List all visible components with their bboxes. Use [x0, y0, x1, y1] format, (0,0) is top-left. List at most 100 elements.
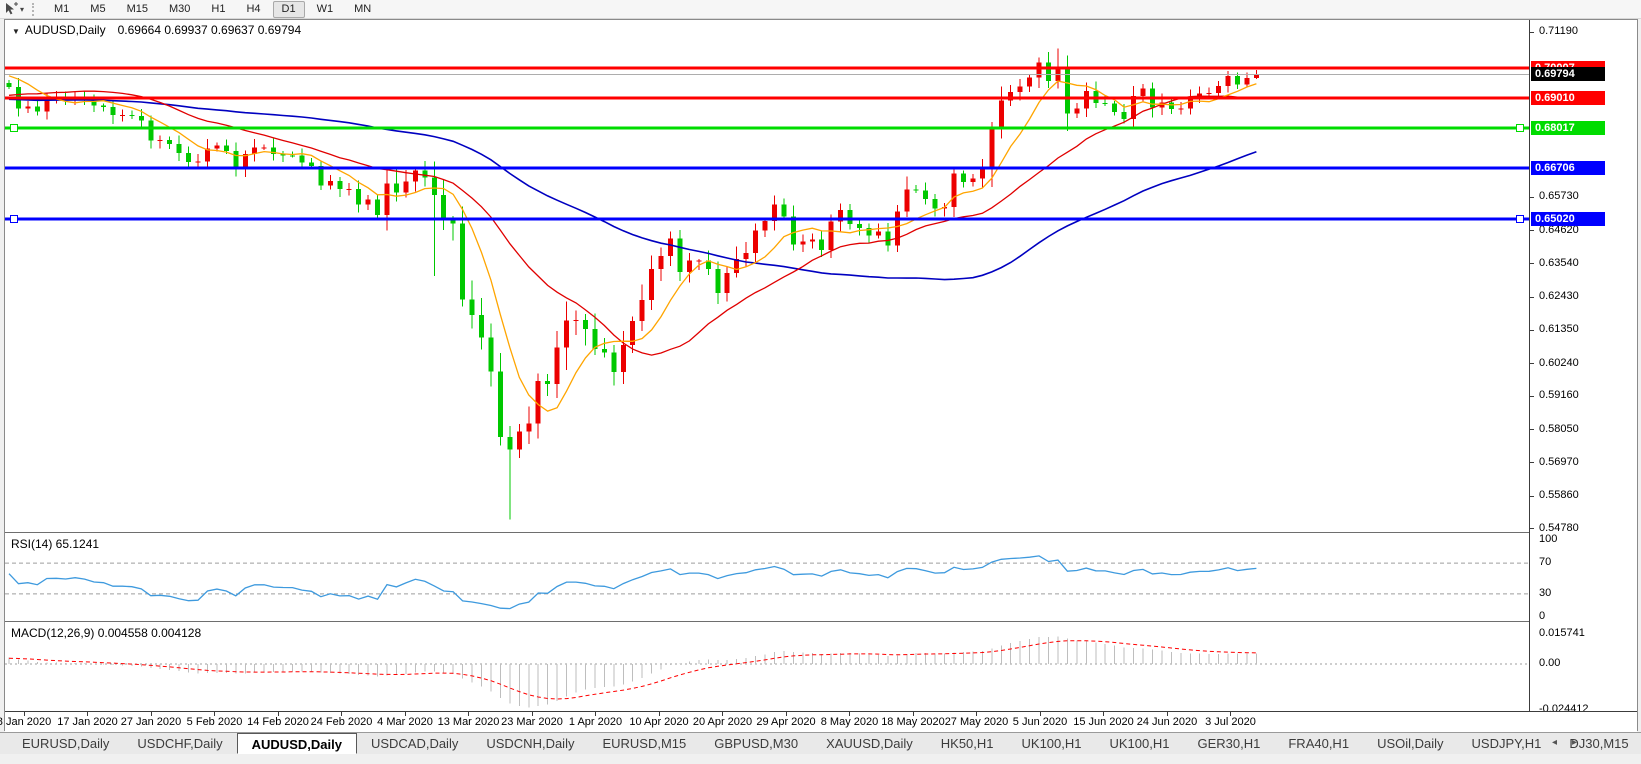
time-tick-label: 24 Jun 2020 [1136, 716, 1198, 728]
time-tick-mark [976, 712, 977, 716]
chart-tab-ger30[interactable]: GER30,H1 [1197, 736, 1261, 751]
chart-tab-usdcad[interactable]: USDCAD,Daily [370, 736, 459, 751]
price-tick-mark [1530, 330, 1534, 331]
time-tick-label: 1 Apr 2020 [568, 716, 623, 728]
price-axis[interactable]: 0.71190 0.65730 0.64620 0.63540 0.62430 0.613… [1530, 20, 1637, 715]
time-tick-label: 18 May 2020 [881, 716, 945, 728]
chart-tab-uk100[interactable]: UK100,H1 [1021, 736, 1082, 751]
price-tick-label: 0.58050 [1539, 422, 1579, 435]
chart-window: ▼ AUDUSD,Daily 0.69664 0.69937 0.69637 0.6… [0, 19, 1638, 732]
price-tick-label: 0.61350 [1539, 323, 1579, 335]
hline-handle [1516, 214, 1524, 223]
chart-tab-dj30[interactable]: DJ30,M15 [1569, 736, 1629, 751]
price-tick-mark [1530, 263, 1534, 264]
time-tick-mark [278, 712, 279, 716]
panel-separator[interactable] [5, 621, 1637, 622]
time-tick-mark [87, 712, 88, 716]
time-tick-label: 17 Jan 2020 [57, 716, 118, 728]
time-axis[interactable]: 8 Jan 2020 17 Jan 2020 27 Jan 2020 5 Feb 20… [0, 711, 1637, 732]
hline-price-label: 0.69010 [1531, 91, 1605, 106]
time-tick-label: 27 May 2020 [944, 716, 1009, 728]
chart-tab-eurusd[interactable]: EURUSD,Daily [22, 736, 110, 751]
time-tick-mark [722, 712, 723, 716]
time-tick-label: 5 Feb 2020 [186, 716, 243, 728]
time-tick-label: 23 Mar 2020 [501, 716, 563, 728]
time-tick-mark [913, 712, 914, 716]
hline-price-label: 0.66706 [1531, 160, 1605, 175]
price-axis-border [1529, 20, 1530, 711]
time-tick-mark [532, 712, 533, 716]
time-tick-mark [786, 712, 787, 716]
time-tick-label: 13 Mar 2020 [437, 716, 500, 728]
time-tick-mark [1230, 712, 1231, 716]
macd-indicator-label: MACD(12,26,9) 0.004558 0.004128 [11, 626, 202, 640]
time-tick-mark [1167, 712, 1168, 716]
chart-tab-fra40[interactable]: FRA40,H1 [1288, 736, 1350, 751]
timeframe-button-m30[interactable]: M30 [168, 2, 191, 15]
main-price-chart[interactable] [5, 20, 1529, 532]
chart-tab-hk50[interactable]: HK50,H1 [940, 736, 994, 751]
chart-tab-uk100[interactable]: UK100,H1 [1109, 736, 1170, 751]
chart-tab-eurusd[interactable]: EURUSD,M15 [602, 736, 687, 751]
time-tick-mark [151, 712, 152, 716]
timeframe-button-w1[interactable]: W1 [316, 2, 334, 15]
chart-tab-gbpusd[interactable]: GBPUSD,M30 [714, 736, 799, 751]
price-tick-label: 0.60240 [1539, 356, 1579, 369]
price-tick-label: 0.59160 [1539, 389, 1579, 402]
symbol-label: AUDUSD,Daily [24, 23, 106, 37]
collapse-arrow-icon[interactable]: ▼ [12, 27, 20, 36]
price-tick-mark [1530, 363, 1534, 364]
price-tick-mark [1530, 496, 1534, 497]
candles [6, 48, 1259, 520]
price-tick-mark [1530, 429, 1534, 430]
time-tick-label: 5 Jun 2020 [1012, 716, 1068, 728]
time-tick-label: 10 Apr 2020 [629, 716, 689, 728]
chart-tab-usdjpy[interactable]: USDJPY,H1 [1471, 736, 1542, 751]
chart-tab-usdcnh[interactable]: USDCNH,Daily [486, 736, 575, 751]
timeframe-buttons: M1 M5 M15 M30 H1 H4 D1 W1 MN [45, 0, 383, 18]
price-tick-label: 0.65730 [1539, 190, 1579, 203]
hline-price-label: 0.65020 [1531, 211, 1605, 226]
price-tick-mark [1530, 230, 1534, 231]
macd-panel[interactable] [5, 623, 1529, 711]
tabs-scroll-right-icon[interactable]: ▸ [1572, 737, 1578, 748]
price-tick-label: 0.56970 [1539, 455, 1579, 468]
chart-tab-audusd[interactable]: AUDUSD,Daily [236, 733, 357, 754]
timeframe-button-m1[interactable]: M1 [54, 2, 70, 15]
chart-tabs-bar: EURUSD,Daily USDCHF,Daily AUDUSD,Daily USDC… [0, 732, 1641, 754]
timeframe-button-h4[interactable]: H4 [246, 2, 261, 15]
ma-fast-line [8, 75, 1257, 412]
panel-separator[interactable] [5, 532, 1637, 533]
cursor-tool-icon[interactable] [3, 2, 19, 16]
price-tick-label: 0.63540 [1539, 256, 1579, 269]
time-tick-label: 8 May 2020 [820, 716, 879, 728]
timeframe-button-d1[interactable]: D1 [272, 0, 305, 18]
price-tick-label: 0.54780 [1539, 521, 1579, 534]
chart-tab-xauusd[interactable]: XAUUSD,Daily [826, 736, 913, 751]
hline-handle [1516, 124, 1524, 133]
chart-tab-usdchf[interactable]: USDCHF,Daily [137, 736, 223, 751]
chart-tab-usoil[interactable]: USOil,Daily [1377, 736, 1444, 751]
time-tick-mark [659, 712, 660, 716]
timeframe-button-h1[interactable]: H1 [211, 2, 226, 15]
timeframe-button-m5[interactable]: M5 [90, 2, 106, 15]
time-tick-mark [405, 712, 406, 716]
time-tick-label: 24 Feb 2020 [310, 716, 373, 728]
time-tick-mark [24, 712, 25, 716]
price-tick-label: 0.71190 [1539, 25, 1578, 37]
rsi-panel[interactable] [5, 534, 1529, 621]
ohlc-values: 0.69664 0.69937 0.69637 0.69794 [117, 23, 302, 37]
price-tick-label: 0.62430 [1539, 290, 1579, 303]
time-tick-mark [214, 712, 215, 716]
time-tick-mark [341, 712, 342, 716]
rsi-line [8, 555, 1257, 610]
timeframe-button-m15[interactable]: M15 [126, 2, 148, 15]
time-tick-label: 20 Apr 2020 [692, 716, 753, 728]
macd-tick-label: 0.015741 [1539, 627, 1585, 640]
time-tick-label: 14 Feb 2020 [247, 716, 309, 728]
time-tick-mark [1103, 712, 1104, 716]
timeframe-button-mn[interactable]: MN [354, 2, 372, 15]
tabs-scroll-left-icon[interactable]: ◂ [1552, 737, 1558, 748]
cursor-tool-dropdown-icon[interactable]: ▾ [20, 4, 25, 14]
price-tick-mark [1530, 462, 1534, 463]
